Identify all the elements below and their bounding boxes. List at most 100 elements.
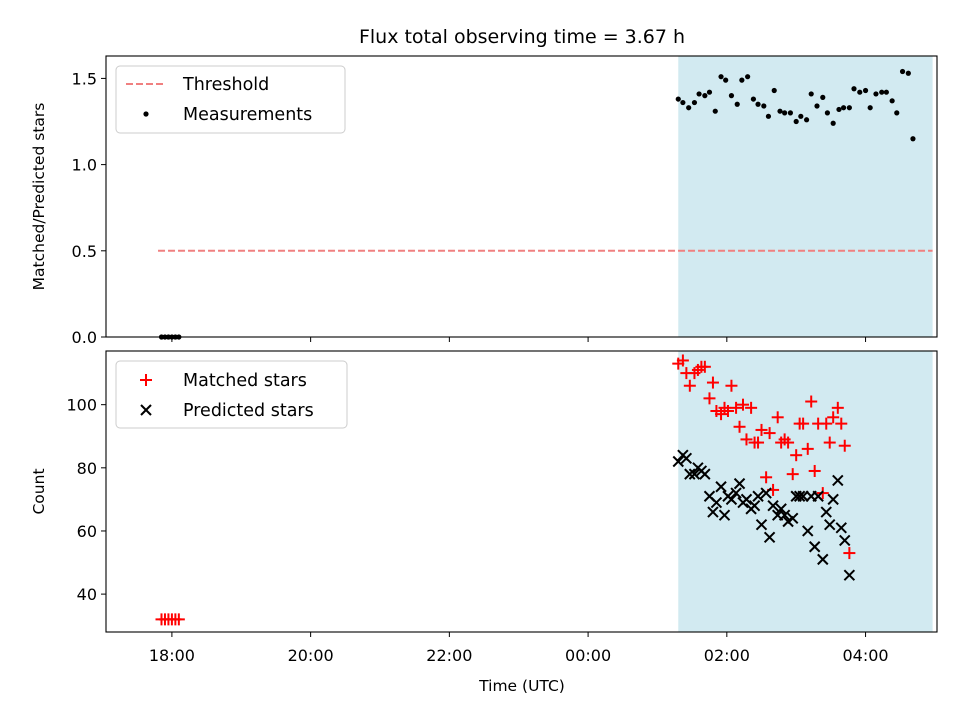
y-tick-label: 0.0 — [72, 328, 97, 347]
predicted-star-point — [820, 506, 832, 518]
matched-star-point — [831, 401, 844, 414]
predicted-star-point — [817, 553, 829, 566]
matched-star-point — [786, 468, 799, 481]
measurement-point — [899, 68, 906, 75]
measurement-point — [883, 89, 889, 95]
predicted-star-point — [767, 500, 779, 512]
predicted-star-point — [778, 509, 791, 521]
predicted-star-point — [748, 500, 761, 512]
predicted-star-point — [827, 493, 839, 506]
matched-star-point — [790, 449, 803, 462]
matched-star-point — [730, 401, 743, 414]
top-legend: Threshold Measurements — [115, 65, 346, 134]
predicted-stars-points — [672, 449, 856, 581]
measurement-point — [745, 74, 751, 80]
bottom-legend: Matched stars Predicted stars — [115, 360, 348, 429]
bottom-axes-frame — [105, 350, 938, 633]
measurement-point — [851, 86, 857, 92]
legend-matched-swatch — [140, 374, 152, 386]
matched-star-point — [843, 547, 856, 560]
matched-star-point — [782, 436, 795, 449]
predicted-star-point — [740, 493, 753, 506]
matched-star-point — [755, 423, 768, 436]
measurement-point — [782, 110, 788, 116]
y-tick-label: 1.5 — [72, 69, 97, 88]
x-tick-label: 20:00 — [288, 646, 334, 665]
predicted-star-point — [802, 525, 814, 537]
matched-star-point — [676, 354, 689, 367]
measurement-point — [867, 105, 873, 111]
measurement-points — [158, 68, 916, 340]
legend-matched-label: Matched stars — [183, 371, 307, 391]
bottom-legend-box — [115, 360, 348, 429]
y-tick-label: 100 — [66, 396, 97, 415]
top-panel: 0.0 0.5 1.0 1.5 Matched/Predicted stars Thr… — [30, 55, 938, 347]
measurement-point — [846, 105, 852, 111]
observing-interval-shade — [678, 56, 933, 337]
measurement-point — [712, 108, 718, 114]
matched-star-point — [827, 411, 840, 424]
y-tick-label: 80 — [77, 459, 97, 478]
y-tick-label: 60 — [77, 522, 97, 541]
measurement-point — [787, 110, 794, 116]
measurement-point — [734, 101, 740, 107]
predicted-star-point — [843, 569, 856, 581]
predicted-star-point — [718, 509, 731, 521]
measurement-point — [905, 70, 911, 76]
predicted-star-point — [699, 468, 711, 480]
predicted-star-point — [752, 490, 764, 502]
measurement-point — [675, 96, 681, 102]
measurement-point — [814, 103, 820, 109]
matched-star-point — [760, 471, 773, 484]
legend-predicted-label: Predicted stars — [183, 401, 314, 421]
bottom-x-ticks: 18:00 20:00 22:00 00:00 02:00 04:00 — [149, 632, 889, 665]
predicted-star-point — [797, 490, 809, 502]
matched-stars-points — [155, 354, 856, 626]
matched-star-point — [706, 376, 719, 389]
matched-star-point — [797, 417, 810, 430]
measurement-point — [836, 106, 842, 113]
measurement-point — [840, 105, 847, 111]
measurement-point — [771, 87, 777, 94]
matched-star-point — [820, 417, 833, 430]
top-y-axis-label: Matched/Predicted stars — [30, 103, 48, 291]
x-axis-label: Time (UTC) — [478, 677, 565, 695]
measurement-point — [889, 98, 895, 104]
x-tick-label: 04:00 — [842, 646, 888, 665]
x-tick-label: 22:00 — [426, 646, 472, 665]
x-tick-label: 18:00 — [149, 646, 195, 665]
predicted-star-point — [710, 496, 723, 509]
predicted-star-point — [835, 522, 847, 534]
top-x-ticks — [171, 337, 867, 342]
y-tick-label: 40 — [77, 585, 97, 604]
matched-star-point — [721, 404, 734, 417]
legend-predicted-swatch — [140, 404, 152, 416]
matched-star-point — [715, 408, 728, 421]
top-legend-box — [115, 65, 346, 134]
matched-star-point — [835, 417, 848, 430]
predicted-star-point — [839, 534, 851, 547]
matched-star-point — [725, 379, 738, 392]
measurement-point — [750, 96, 757, 102]
matched-star-point — [745, 401, 758, 414]
predicted-star-point — [793, 490, 806, 502]
predicted-star-point — [733, 477, 746, 490]
measurement-point — [820, 94, 826, 100]
measurement-point — [830, 120, 836, 126]
matched-star-point — [801, 442, 814, 455]
measurement-point — [798, 113, 804, 119]
measurement-point — [910, 136, 916, 142]
predicted-star-point — [812, 490, 824, 502]
matched-star-point — [771, 411, 784, 424]
measurement-point — [680, 99, 686, 106]
matched-star-point — [733, 420, 746, 433]
measurement-point — [718, 74, 724, 80]
matched-star-point — [763, 427, 776, 440]
predicted-star-point — [775, 503, 787, 515]
predicted-star-point — [787, 512, 799, 525]
matched-star-point — [740, 433, 753, 446]
measurement-point — [777, 108, 783, 114]
matched-star-point — [683, 379, 696, 392]
matched-star-point — [808, 464, 821, 477]
